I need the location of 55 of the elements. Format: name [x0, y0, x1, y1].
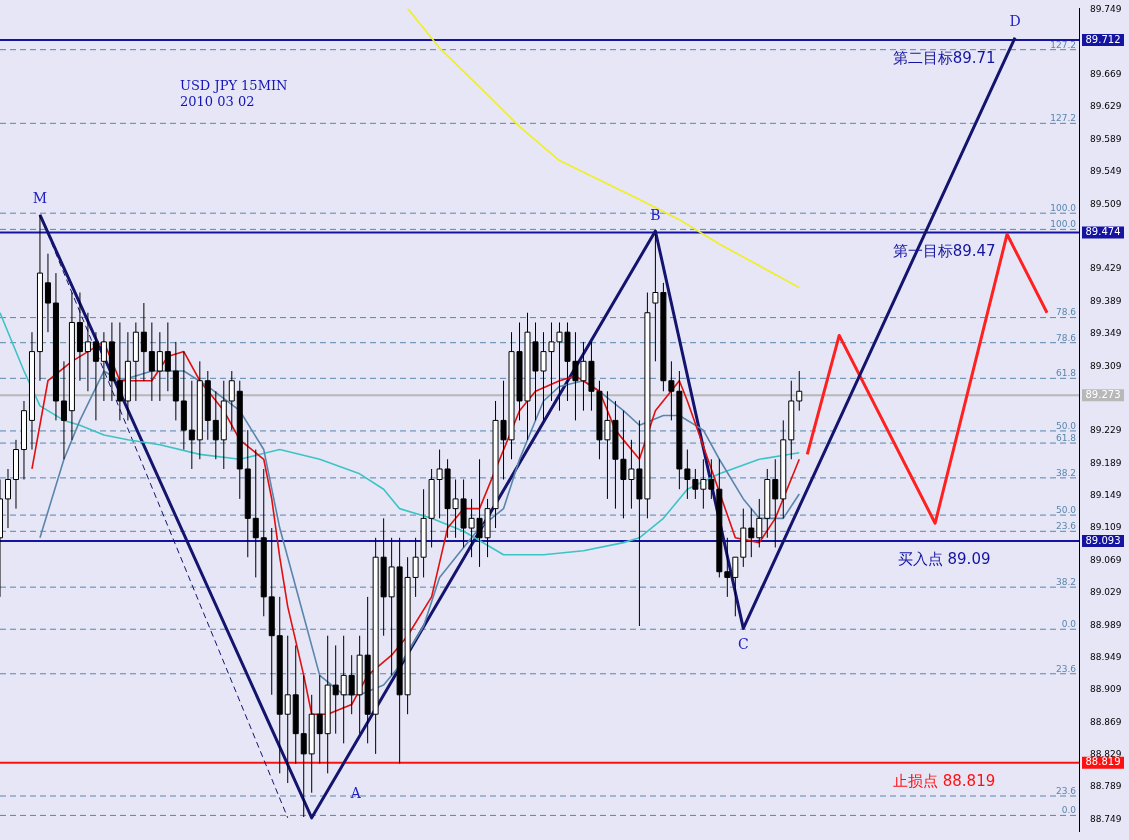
y-tick-label: 89.629	[1090, 101, 1122, 112]
y-tick-label: 89.149	[1090, 490, 1122, 501]
y-tick-label: 89.389	[1090, 295, 1122, 306]
y-tick-label: 89.429	[1090, 263, 1122, 274]
annotation: 0.0	[1061, 619, 1077, 630]
y-tick-label: 88.909	[1090, 684, 1122, 695]
annotation: M	[32, 190, 48, 207]
candlestick	[12, 439, 19, 510]
y-tick-label: 89.069	[1090, 554, 1122, 565]
y-tick-label: 89.309	[1090, 360, 1122, 371]
annotation: 50.0	[1055, 420, 1077, 431]
annotation: 止损点 88.819	[892, 772, 996, 791]
annotation: 23.6	[1055, 521, 1077, 532]
y-tick-label: 89.029	[1090, 587, 1122, 598]
y-tick-label: 89.509	[1090, 198, 1122, 209]
annotation: 100.0	[1050, 219, 1077, 230]
annotation: 2010 03 02	[180, 94, 255, 110]
annotation: 61.8	[1055, 432, 1077, 443]
y-tick-label: 89.549	[1090, 166, 1122, 177]
annotation: 0.0	[1061, 805, 1077, 816]
annotation: D	[1009, 13, 1021, 30]
annotation: USD JPY 15MIN	[180, 78, 288, 94]
ref-line-label: 89.474	[1085, 226, 1121, 238]
annotation: 61.8	[1055, 368, 1077, 379]
annotation: 78.6	[1055, 307, 1077, 318]
annotation: 第二目标89.71	[892, 49, 996, 68]
annotation: 买入点 89.09	[897, 550, 991, 569]
annotation: C	[737, 636, 749, 653]
annotation: B	[650, 206, 661, 223]
annotation: 127.2	[1050, 113, 1076, 124]
y-tick-label: 88.749	[1090, 813, 1122, 824]
annotation: 23.6	[1055, 663, 1077, 674]
y-tick-label: 88.989	[1090, 619, 1122, 630]
y-tick-label: 88.789	[1090, 781, 1122, 792]
ref-line-label: 89.093	[1085, 534, 1121, 546]
annotation: A	[349, 785, 362, 802]
annotation: 第一目标89.47	[892, 242, 996, 261]
y-tick-label: 89.349	[1090, 328, 1122, 339]
annotation: 100.0	[1050, 203, 1077, 214]
y-tick-label: 88.869	[1090, 716, 1122, 727]
annotation: 38.2	[1055, 576, 1076, 587]
y-tick-label: 88.949	[1090, 651, 1122, 662]
annotation: 38.2	[1055, 467, 1076, 478]
annotation: 78.6	[1055, 332, 1077, 343]
y-tick-label: 89.669	[1090, 69, 1122, 80]
y-tick-label: 89.229	[1090, 425, 1122, 436]
ref-line-label: 89.712	[1085, 33, 1121, 45]
y-tick-label: 89.589	[1090, 133, 1122, 144]
y-tick-label: 89.109	[1090, 522, 1122, 533]
ref-line-label: 89.273	[1085, 388, 1121, 400]
annotation: 127.2	[1050, 39, 1076, 50]
annotation: 23.6	[1055, 785, 1077, 796]
annotation: 50.0	[1055, 504, 1077, 515]
y-tick-label: 89.189	[1090, 457, 1122, 468]
y-tick-label: 89.749	[1090, 4, 1122, 15]
